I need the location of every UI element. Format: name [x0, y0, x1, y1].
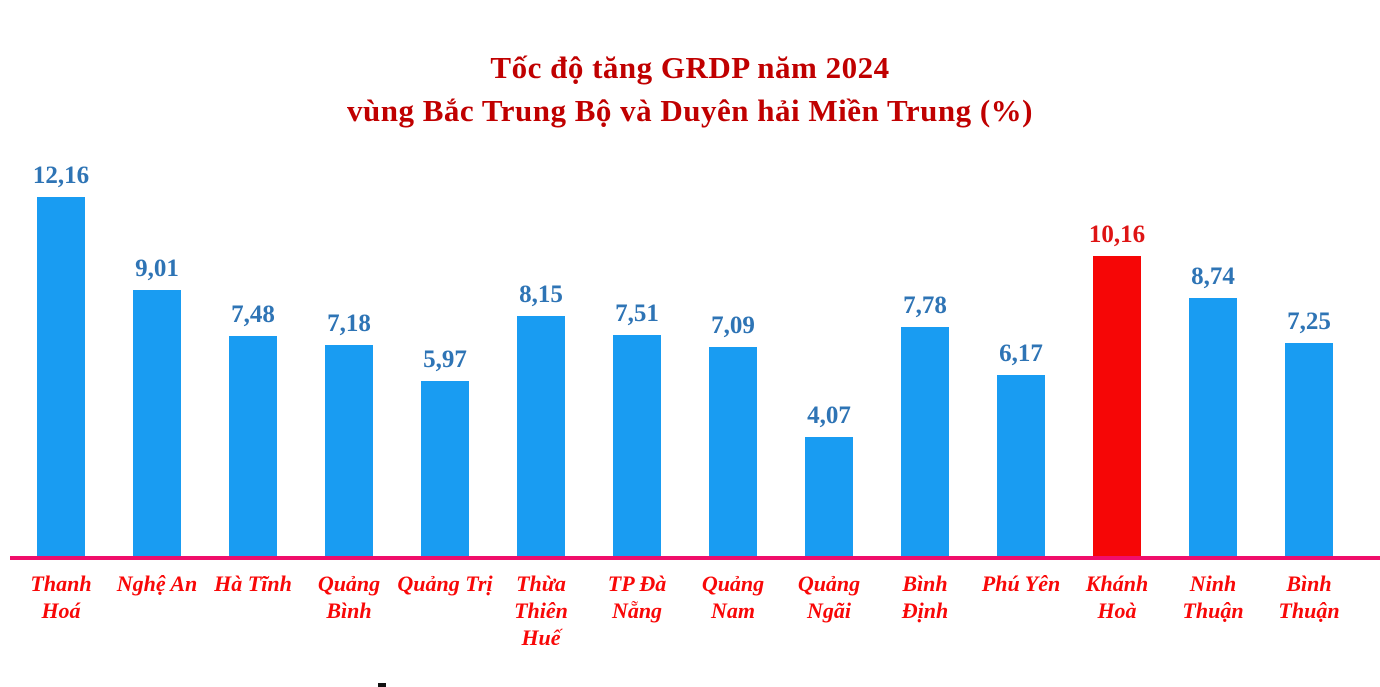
- category-label: Bình Thuận: [1278, 571, 1340, 623]
- bar-slot: 6,17: [973, 340, 1069, 558]
- bar: [133, 290, 181, 558]
- bar-value-label: 8,74: [1191, 263, 1235, 290]
- bar-value-label: 7,51: [615, 300, 659, 327]
- bar: [421, 381, 469, 558]
- bar: [997, 375, 1045, 558]
- bar: [1285, 343, 1333, 558]
- bar-slot: 5,97: [397, 346, 493, 558]
- bar-slot: 7,25: [1261, 308, 1357, 558]
- category-axis-labels: Thanh Hoá Nghệ An Hà Tĩnh Quảng Bình Quảng T…: [13, 570, 1357, 651]
- bar-value-label: 7,78: [903, 292, 947, 319]
- bar-slot: 7,51: [589, 300, 685, 558]
- bar-value-label: 9,01: [135, 255, 179, 282]
- category-label: TP Đà Nẵng: [607, 571, 667, 623]
- category-label: Thanh Hoá: [30, 571, 92, 623]
- bar-value-label: 4,07: [807, 402, 851, 429]
- bar-value-label: 5,97: [423, 346, 467, 373]
- bar-value-label: 7,48: [231, 301, 275, 328]
- plot-area: 12,16 9,01 7,48 7,18 5,97 8,15 7,51 7,09 4,07 7,7…: [13, 0, 1357, 558]
- x-axis-baseline: [10, 556, 1380, 560]
- category-label: Quảng Ngãi: [797, 571, 861, 623]
- chart-title-line2: vùng Bắc Trung Bộ và Duyên hải Miền Trun…: [347, 93, 1033, 128]
- bar-slot: 10,16: [1069, 221, 1165, 558]
- category-label: Hà Tĩnh: [214, 571, 292, 596]
- bar: [517, 316, 565, 558]
- bar-slot: 7,09: [685, 312, 781, 558]
- bar-value-label: 12,16: [32, 162, 90, 189]
- bar-value-label: 10,16: [1088, 221, 1146, 248]
- category-label: Thừa Thiên Huế: [514, 571, 568, 650]
- bar-value-label: 7,25: [1287, 308, 1331, 335]
- bar-value-label: 6,17: [999, 340, 1043, 367]
- bar: [37, 197, 85, 558]
- bar: [709, 347, 757, 558]
- bar-value-label: 7,18: [327, 310, 371, 337]
- category-label: Phú Yên: [981, 571, 1061, 596]
- bar-slot: 7,18: [301, 310, 397, 558]
- bar-value-label: 7,09: [711, 312, 755, 339]
- bar-value-label: 8,15: [519, 281, 563, 308]
- category-label: Quảng Bình: [317, 571, 381, 623]
- bar-slot: 7,48: [205, 301, 301, 558]
- bar: [1189, 298, 1237, 558]
- clipped-text-fragment: [378, 683, 386, 687]
- category-label: Nghệ An: [116, 571, 198, 596]
- bar-highlighted: [1093, 256, 1141, 558]
- bar-slot: 8,15: [493, 281, 589, 558]
- category-label: Quảng Trị: [397, 571, 493, 596]
- bar: [805, 437, 853, 558]
- category-label: Bình Định: [901, 571, 949, 623]
- bar-slot: 4,07: [781, 402, 877, 558]
- bar-slot: 8,74: [1165, 263, 1261, 558]
- chart-title: Tốc độ tăng GRDP năm 2024 vùng Bắc Trung…: [0, 46, 1380, 132]
- chart-title-line1: Tốc độ tăng GRDP năm 2024: [490, 50, 890, 85]
- category-label: Khánh Hoà: [1085, 571, 1149, 623]
- category-label: Quảng Nam: [701, 571, 765, 623]
- bar-slot: 12,16: [13, 162, 109, 558]
- bar: [901, 327, 949, 558]
- category-label: Ninh Thuận: [1182, 571, 1244, 623]
- bar-slot: 7,78: [877, 292, 973, 558]
- bar: [325, 345, 373, 558]
- bar: [229, 336, 277, 558]
- bar-slot: 9,01: [109, 255, 205, 558]
- bar: [613, 335, 661, 558]
